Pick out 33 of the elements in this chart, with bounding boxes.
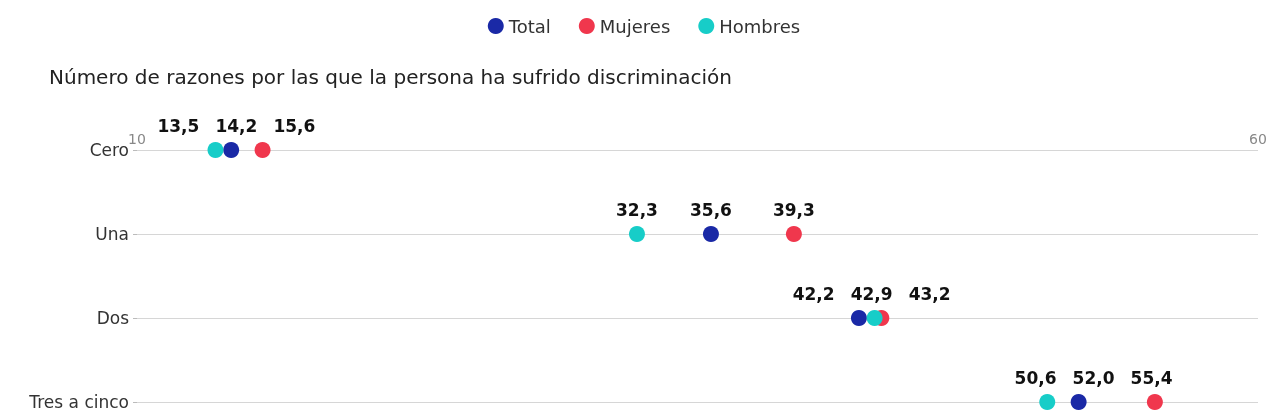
x-tick-label: 10 [128,131,146,147]
data-label: 50,6 [1014,367,1057,388]
chart-title: Número de razones por las que la persona ha sufrido discriminación [49,65,732,89]
y-tick-label: Tres a cinco [28,392,129,412]
data-label: 39,3 [772,199,815,220]
data-label: 42,2 [792,283,835,304]
y-tick-label: Cero [89,140,129,160]
x-tick-label: 60 [1249,131,1267,147]
point [866,310,883,326]
point [223,142,240,158]
data-label: 13,5 [157,115,200,136]
data-label: 42,9 [850,283,893,304]
data-label: 35,6 [689,199,732,220]
data-label: 15,6 [273,115,316,136]
data-label: 14,2 [215,115,258,136]
point [254,142,271,158]
data-label: 43,2 [908,283,951,304]
point [850,310,867,326]
point [785,226,802,242]
point [207,142,224,158]
point [1146,394,1163,410]
legend-label: Mujeres [599,15,671,37]
data-label: 32,3 [615,199,658,220]
point [628,226,645,242]
y-tick-label: Dos [96,308,130,328]
data-label: 52,0 [1072,367,1115,388]
point [1070,394,1087,410]
y-tick-label: Una [95,224,129,244]
legend-label: Total [507,15,551,37]
point [1039,394,1056,410]
data-label: 55,4 [1130,367,1173,388]
point [702,226,719,242]
legend-label: Hombres [719,15,801,37]
